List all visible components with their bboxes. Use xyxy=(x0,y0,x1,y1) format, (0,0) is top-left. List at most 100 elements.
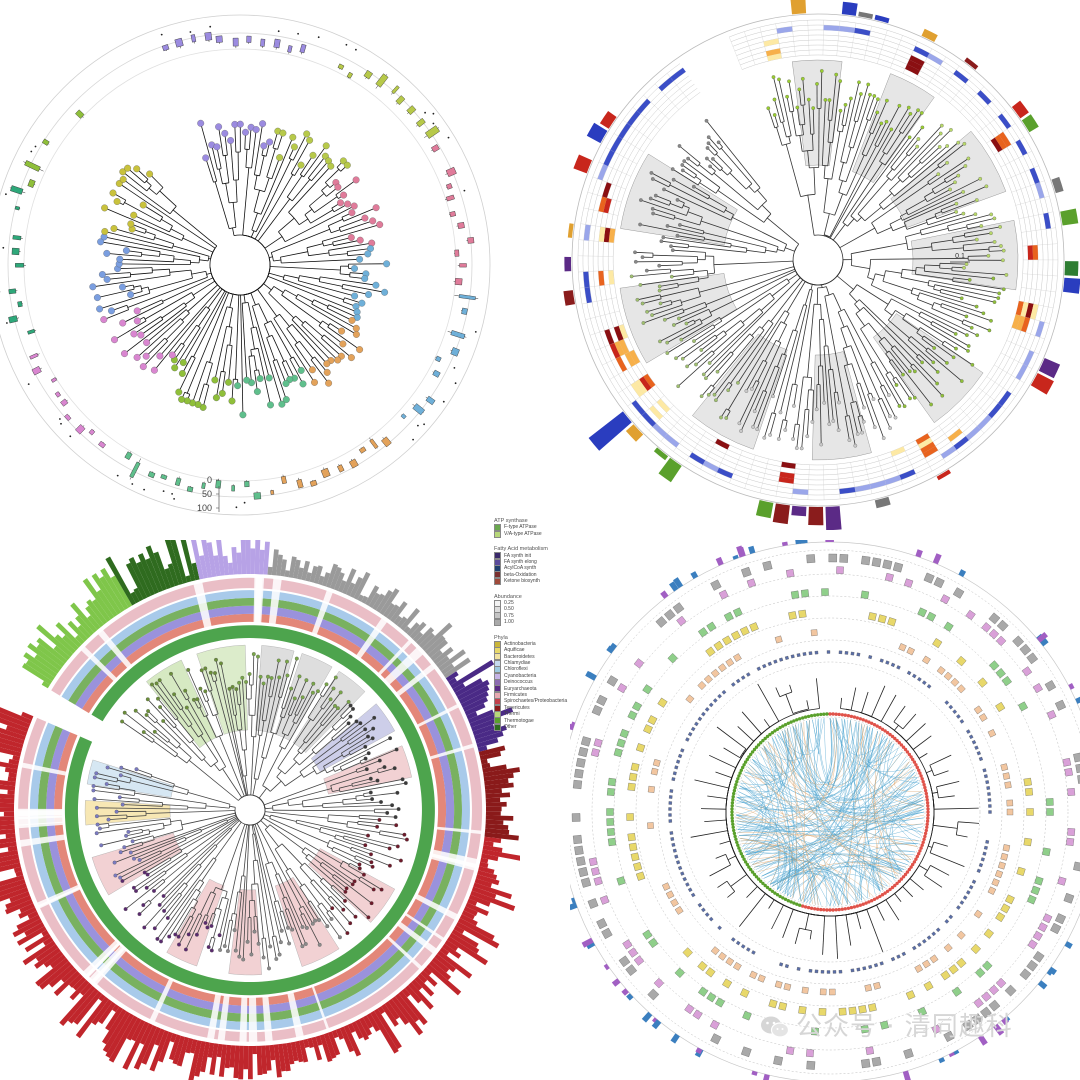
connection-link xyxy=(736,817,899,877)
tree-tip xyxy=(233,948,238,953)
outer-bar xyxy=(978,1034,988,1046)
tree-tip xyxy=(929,402,933,407)
tree-branch-arc xyxy=(966,224,968,229)
tree-branch-arc xyxy=(275,873,279,876)
tree-tip xyxy=(184,705,189,710)
outlier-point xyxy=(474,331,477,333)
tree-branch xyxy=(245,681,247,700)
tip-marker xyxy=(912,860,917,864)
abundance-bar xyxy=(433,646,454,665)
outer-bar xyxy=(808,506,824,526)
abundance-bar xyxy=(105,1013,134,1059)
trait-square xyxy=(1023,777,1032,787)
tree-branch xyxy=(952,234,965,238)
tree-tip xyxy=(726,388,731,393)
trait-square xyxy=(607,837,617,847)
tree-branch-arc xyxy=(211,936,216,939)
tree-branch xyxy=(359,817,380,821)
tree-branch xyxy=(686,334,727,367)
tree-branch xyxy=(163,824,172,827)
abundance-bar xyxy=(0,828,16,835)
tree-tip xyxy=(1001,248,1006,253)
tree-branch xyxy=(239,704,243,730)
tree-branch-arc xyxy=(331,737,334,741)
tree-tip xyxy=(751,425,755,429)
box-plot xyxy=(445,166,457,178)
tree-branch xyxy=(355,760,380,770)
tree-branch xyxy=(139,800,163,804)
trait-square xyxy=(628,772,638,782)
tree-branch xyxy=(299,886,310,902)
abundance-bar xyxy=(290,1041,299,1062)
tree-tip xyxy=(142,925,147,930)
tree-tip xyxy=(919,111,924,115)
tree-branch xyxy=(294,344,313,371)
tree-branch-arc xyxy=(850,215,858,222)
tree-branch xyxy=(812,134,814,151)
tip-marker xyxy=(770,731,775,735)
tree-branch xyxy=(347,821,358,824)
tree-branch xyxy=(342,717,375,742)
tree-branch xyxy=(890,127,923,168)
abundance-bar xyxy=(7,776,17,782)
legend-label: Ketone biosynth xyxy=(504,578,540,585)
tree-tip xyxy=(677,316,681,321)
abundance-bar xyxy=(98,1001,116,1025)
trait-square xyxy=(980,857,985,862)
tree-tip xyxy=(370,797,375,802)
trait-square xyxy=(591,704,603,716)
trait-square xyxy=(943,1030,955,1043)
tree-tip xyxy=(137,858,142,862)
tree-branch xyxy=(879,386,896,418)
tree-branch xyxy=(187,669,209,716)
tree-branch xyxy=(343,835,390,849)
tree-branch xyxy=(93,790,135,796)
tree-tip xyxy=(303,130,311,138)
tree-branch xyxy=(895,310,905,317)
tree-branch xyxy=(335,834,344,838)
tree-branch xyxy=(848,121,857,147)
tree-branch xyxy=(185,831,202,840)
tree-branch xyxy=(128,829,143,833)
abundance-bar xyxy=(91,999,113,1026)
tip-marker xyxy=(926,804,930,808)
tree-tip xyxy=(266,138,274,146)
tree-tip xyxy=(206,945,211,950)
tree-tip xyxy=(108,307,115,315)
trait-square xyxy=(884,572,894,582)
tree-branch xyxy=(796,107,800,126)
tree-tip xyxy=(343,898,347,903)
tip-marker xyxy=(730,810,734,814)
tree-branch xyxy=(939,262,967,265)
abundance-bar xyxy=(55,622,82,648)
tree-tip xyxy=(124,164,132,172)
trait-square xyxy=(697,960,708,972)
ring-gap xyxy=(428,743,476,760)
tree-branch xyxy=(850,402,859,434)
tree-branch-arc xyxy=(268,286,275,294)
tree-branch xyxy=(360,876,382,890)
tree-branch xyxy=(941,344,973,366)
tree-branch-arc xyxy=(217,168,222,170)
heatmap-cell xyxy=(998,390,1012,407)
abundance-bar xyxy=(105,1006,123,1031)
tree-branch xyxy=(320,705,336,724)
tree-tip xyxy=(372,281,380,289)
trait-square xyxy=(606,808,614,816)
tree-branch xyxy=(253,355,257,371)
tree-tip xyxy=(171,364,179,372)
tree-tip xyxy=(908,111,913,116)
outlier-point xyxy=(5,193,7,196)
connection-link xyxy=(736,725,796,819)
tree-tip xyxy=(266,674,270,679)
connection-link xyxy=(739,782,920,812)
tree-branch xyxy=(264,829,280,847)
tree-branch xyxy=(247,917,249,942)
tree-tip xyxy=(350,202,358,210)
legend-label: beta-Oxidation xyxy=(504,571,537,578)
abundance-bar xyxy=(75,996,109,1039)
tree-tip xyxy=(388,736,393,741)
tree-tip xyxy=(671,177,676,182)
trait-square xyxy=(798,1005,807,1015)
abundance-bar xyxy=(477,870,498,880)
